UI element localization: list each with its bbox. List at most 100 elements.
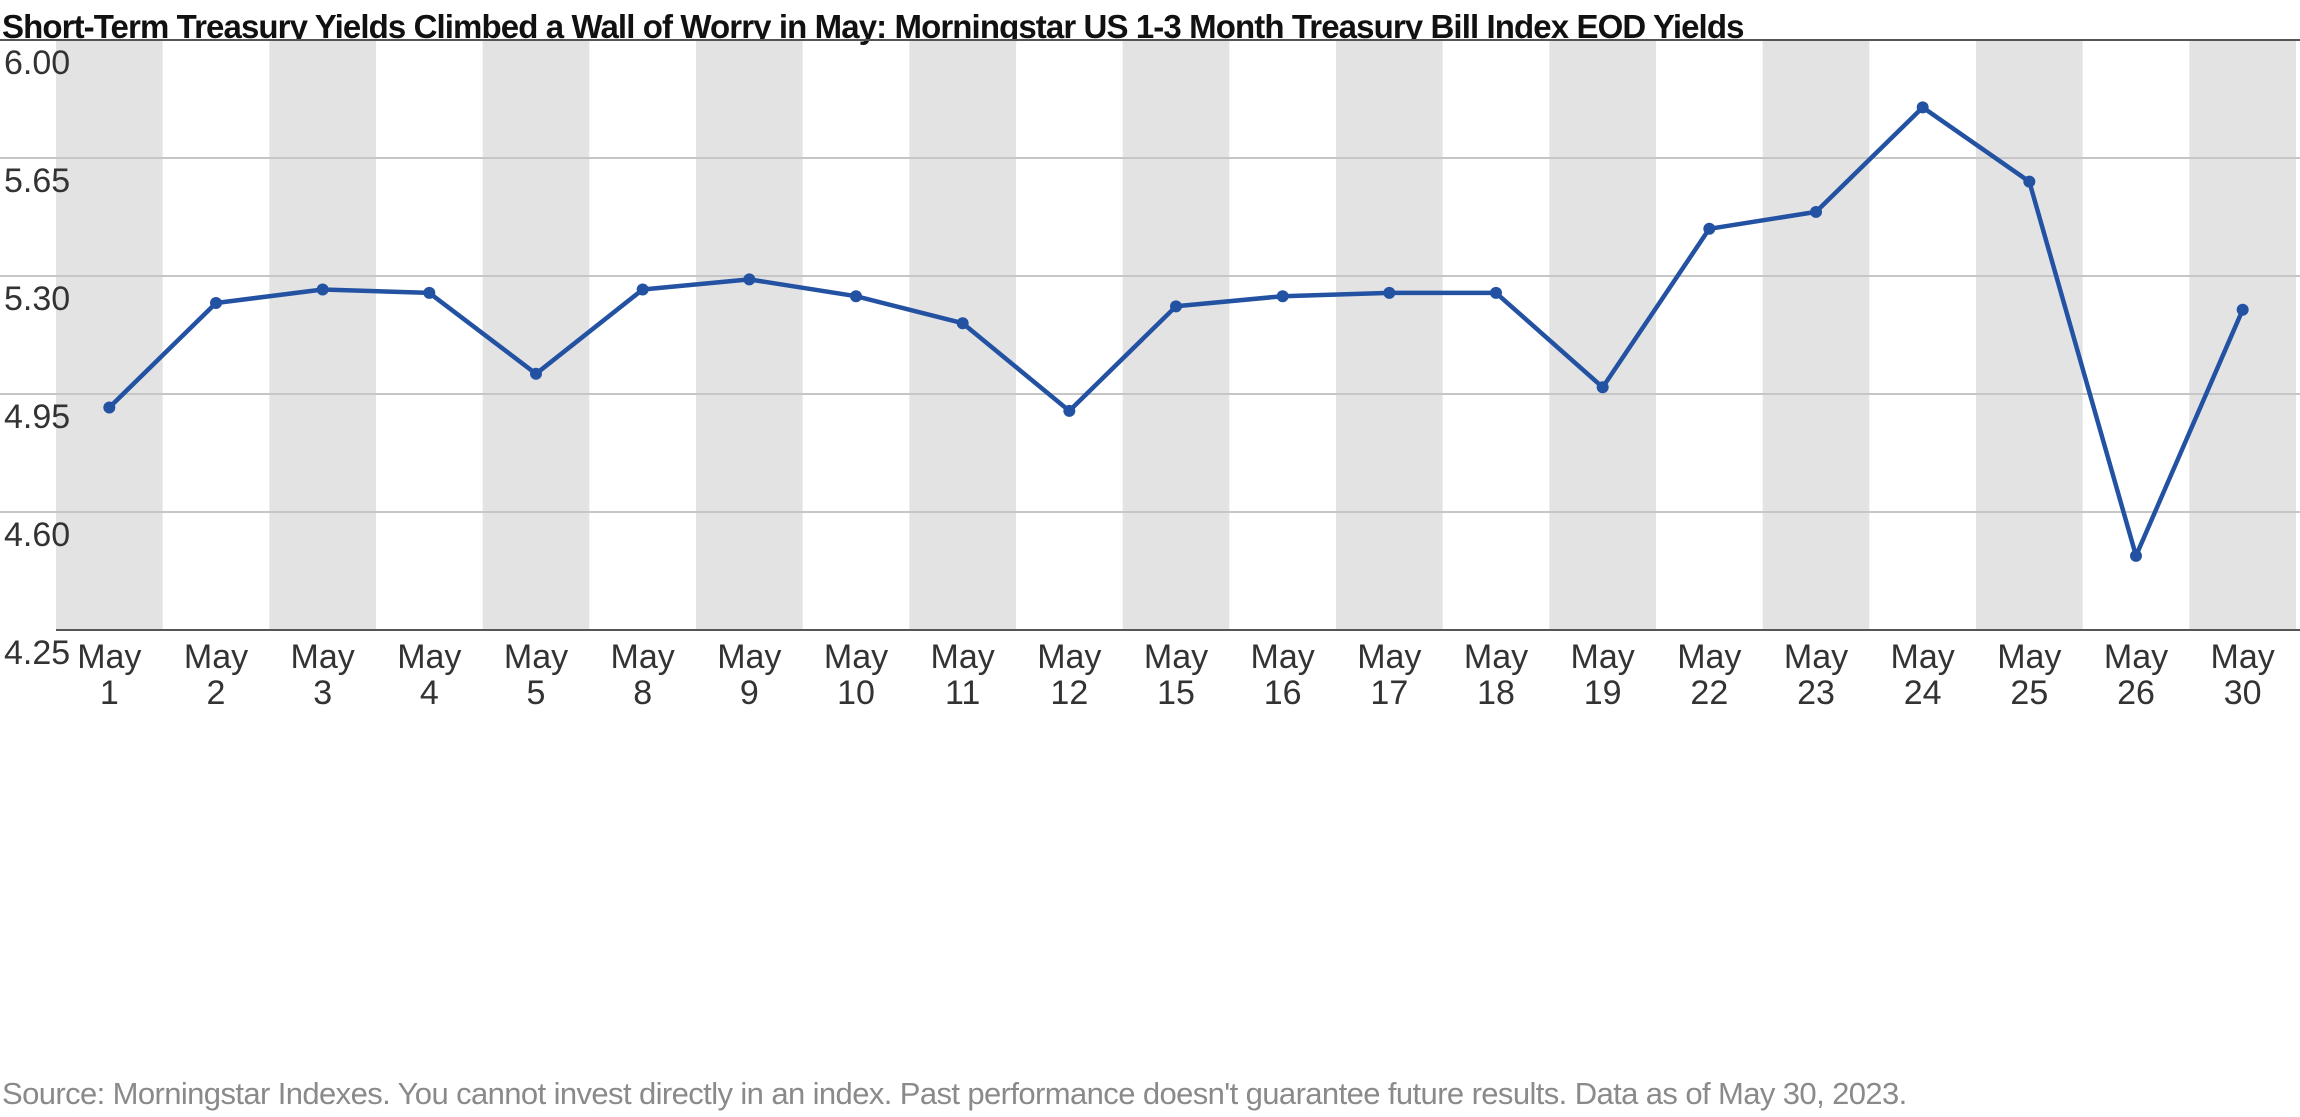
x-tick-label-line2: 25 <box>2010 674 2048 712</box>
x-tick-label-line1: May <box>611 638 675 676</box>
column-bands <box>56 40 2296 630</box>
x-tick-label-line1: May <box>931 638 995 676</box>
column-band <box>1976 40 2083 630</box>
x-tick-label: May 3 <box>291 638 355 712</box>
x-tick-label: May 18 <box>1464 638 1528 712</box>
x-tick-label-line1: May <box>1464 638 1528 676</box>
data-point <box>2023 175 2036 188</box>
x-tick-label-line2: 1 <box>100 674 119 712</box>
x-tick-label-line1: May <box>2104 638 2168 676</box>
data-point <box>2236 303 2249 316</box>
data-point <box>530 367 542 380</box>
data-point <box>423 286 436 299</box>
data-point <box>956 317 969 330</box>
x-tick-label: May 4 <box>397 638 461 712</box>
x-tick-label-line2: 2 <box>207 674 226 712</box>
y-tick-label: 4.60 <box>4 516 70 554</box>
x-tick-label-line1: May <box>1571 638 1635 676</box>
data-point <box>1063 404 1076 417</box>
x-tick-label: May 8 <box>611 638 675 712</box>
x-tick-label: May 23 <box>1784 638 1848 712</box>
axes <box>0 39 2300 631</box>
x-tick-label: May 19 <box>1571 638 1635 712</box>
x-tick-label-line2: 3 <box>313 674 332 712</box>
x-tick-label-line2: 11 <box>945 674 980 712</box>
data-point <box>1276 290 1289 303</box>
column-band <box>1122 40 1230 630</box>
x-tick-label-line2: 17 <box>1370 674 1408 712</box>
data-point <box>1490 286 1502 299</box>
column-band <box>909 40 1016 630</box>
x-tick-label-line2: 4 <box>420 674 439 712</box>
x-tick-label: May 26 <box>2104 638 2168 712</box>
column-band <box>1762 40 1870 630</box>
x-tick-label-line1: May <box>1357 638 1421 676</box>
x-tick-label: May 25 <box>1997 638 2061 712</box>
y-tick-label: 4.95 <box>4 398 70 436</box>
x-tick-label-line2: 16 <box>1264 674 1302 712</box>
x-tick-label-line2: 24 <box>1904 674 1942 712</box>
x-tick-label-line2: 22 <box>1690 674 1728 712</box>
x-tick-label-line1: May <box>717 638 781 676</box>
x-tick-label-line2: 30 <box>2224 674 2262 712</box>
x-tick-label-line1: May <box>1251 638 1315 676</box>
data-point <box>636 283 649 296</box>
x-tick-label-line1: May <box>1144 638 1208 676</box>
data-point <box>103 401 116 414</box>
x-tick-label-line2: 23 <box>1797 674 1835 712</box>
x-tick-label-line1: May <box>1677 638 1741 676</box>
x-tick-label-line1: May <box>824 638 888 676</box>
x-tick-label: May 9 <box>717 638 781 712</box>
data-point <box>316 283 329 296</box>
data-point <box>1596 381 1609 394</box>
column-band <box>269 40 376 630</box>
data-point <box>743 273 756 286</box>
data-point <box>1383 286 1396 299</box>
data-point <box>1810 205 1822 218</box>
data-point <box>210 296 222 309</box>
x-tick-label-line1: May <box>2211 638 2275 676</box>
x-tick-label: May 1 <box>77 638 141 712</box>
column-band <box>1336 40 1443 630</box>
x-tick-label-line2: 15 <box>1157 674 1195 712</box>
x-tick-label-line1: May <box>291 638 355 676</box>
x-tick-label-line1: May <box>184 638 248 676</box>
data-point <box>1916 101 1929 114</box>
series-layer <box>103 101 2249 562</box>
x-tick-label: May 10 <box>824 638 888 712</box>
x-tick-label: May 11 <box>931 638 995 712</box>
chart-title: Short-Term Treasury Yields Climbed a Wal… <box>2 8 1744 45</box>
y-tick-label: 6.00 <box>4 44 70 82</box>
x-tick-label-line2: 19 <box>1584 674 1622 712</box>
x-tick-label-line2: 18 <box>1477 674 1515 712</box>
x-tick-label-line1: May <box>397 638 461 676</box>
x-tick-label-line1: May <box>1997 638 2061 676</box>
x-tick-label-line2: 26 <box>2117 674 2155 712</box>
column-band <box>56 40 163 630</box>
column-band <box>482 40 590 630</box>
data-point <box>1703 222 1716 235</box>
x-tick-label: May 12 <box>1037 638 1101 712</box>
x-tick-label: May 2 <box>184 638 248 712</box>
data-point <box>1170 300 1182 313</box>
x-tick-label: May 15 <box>1144 638 1208 712</box>
source-note: Source: Morningstar Indexes. You cannot … <box>2 1076 1907 1111</box>
y-tick-label: 4.25 <box>4 634 70 672</box>
y-tick-label: 5.30 <box>4 280 70 318</box>
x-tick-label: May 24 <box>1891 638 1955 712</box>
x-tick-label: May 22 <box>1677 638 1741 712</box>
y-axis-tick-labels: 6.00 5.65 5.30 4.95 4.60 4.25 <box>4 44 70 672</box>
x-tick-label-line1: May <box>504 638 568 676</box>
x-tick-label-line1: May <box>77 638 141 676</box>
column-band <box>2189 40 2296 630</box>
column-band <box>696 40 803 630</box>
x-tick-label-line1: May <box>1037 638 1101 676</box>
x-tick-label-line1: May <box>1891 638 1955 676</box>
x-tick-label: May 5 <box>504 638 568 712</box>
data-point <box>2130 549 2142 562</box>
x-tick-label-line2: 12 <box>1050 674 1088 712</box>
data-point <box>850 290 862 303</box>
x-tick-label-line2: 8 <box>633 674 652 712</box>
